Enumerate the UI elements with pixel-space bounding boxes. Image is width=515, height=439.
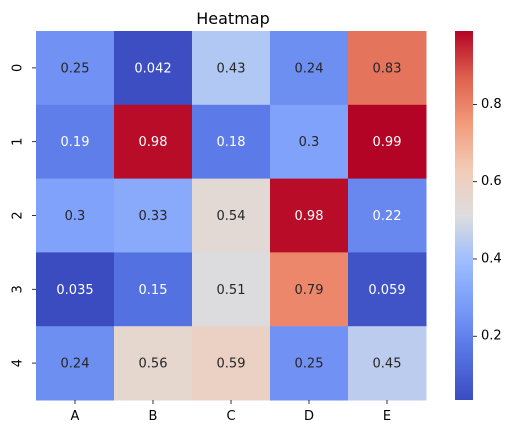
heatmap-cell-4-C xyxy=(192,326,271,401)
x-tick-label: C xyxy=(226,409,235,424)
cell-labels: 0.25 0.042 0.43 0.24 0.83 0.19 0.98 0.18 0.3 0.99… xyxy=(56,61,405,371)
cell-value-label: 0.79 xyxy=(295,283,324,298)
heatmap-cell-1-A xyxy=(36,104,115,180)
y-axis: 0 1 2 3 4 xyxy=(11,64,36,367)
heatmap-cell-4-E xyxy=(348,326,427,401)
cell-value-label: 0.25 xyxy=(61,61,90,76)
heatmap-cell-3-A xyxy=(36,252,115,327)
y-tick-label: 2 xyxy=(11,211,26,219)
cell-value-label: 0.56 xyxy=(139,357,168,372)
cell-value-label: 0.22 xyxy=(373,209,402,224)
x-tick-label: B xyxy=(149,409,158,424)
heatmap-cell-2-E xyxy=(348,178,427,253)
colorbar-gradient xyxy=(455,31,473,400)
heatmap-cell-4-B xyxy=(114,326,193,401)
y-tick-label: 0 xyxy=(11,64,26,72)
colorbar-tick-label: 0.8 xyxy=(481,97,502,112)
heatmap-cell-3-B xyxy=(114,252,193,327)
heatmap-cell-0-C xyxy=(192,31,271,106)
cell-value-label: 0.18 xyxy=(217,135,246,150)
heatmap-cell-2-C xyxy=(192,178,271,253)
cell-value-label: 0.042 xyxy=(134,61,171,76)
cell-value-label: 0.98 xyxy=(139,135,168,150)
cell-value-label: 0.19 xyxy=(61,135,90,150)
heatmap-cells xyxy=(36,31,427,401)
heatmap-cell-1-B xyxy=(114,104,193,180)
heatmap-cell-3-E xyxy=(348,252,427,327)
x-tick-label: A xyxy=(71,409,80,424)
heatmap-cell-1-D xyxy=(270,104,349,180)
heatmap-cell-0-D xyxy=(270,31,349,106)
colorbar-tick-label: 0.2 xyxy=(481,329,502,344)
cell-value-label: 0.24 xyxy=(61,357,90,372)
colorbar-ticks: 0.2 0.4 0.6 0.8 xyxy=(473,97,502,344)
heatmap-cell-2-B xyxy=(114,178,193,253)
cell-value-label: 0.83 xyxy=(373,61,402,76)
colorbar-tick-label: 0.6 xyxy=(481,174,502,189)
heatmap-cell-3-C xyxy=(192,252,271,327)
heatmap-cell-0-E xyxy=(348,31,427,106)
cell-value-label: 0.3 xyxy=(65,209,86,224)
cell-value-label: 0.98 xyxy=(295,209,324,224)
heatmap-cell-1-C xyxy=(192,104,271,180)
cell-value-label: 0.035 xyxy=(56,283,93,298)
heatmap-cell-3-D xyxy=(270,252,349,327)
cell-value-label: 0.33 xyxy=(139,209,168,224)
chart-title: Heatmap xyxy=(196,9,270,28)
heatmap-cell-2-A xyxy=(36,178,115,253)
cell-value-label: 0.25 xyxy=(295,357,324,372)
heatmap-cell-0-A xyxy=(36,31,115,106)
heatmap-cell-0-B xyxy=(114,31,193,106)
heatmap-cell-4-A xyxy=(36,326,115,401)
cell-value-label: 0.3 xyxy=(299,135,320,150)
cell-value-label: 0.43 xyxy=(217,61,246,76)
cell-value-label: 0.99 xyxy=(373,135,402,150)
y-tick-label: 3 xyxy=(11,285,26,293)
cell-value-label: 0.24 xyxy=(295,61,324,76)
x-tick-label: D xyxy=(304,409,314,424)
x-tick-label: E xyxy=(383,409,391,424)
heatmap-cell-4-D xyxy=(270,326,349,401)
cell-value-label: 0.059 xyxy=(368,283,405,298)
cell-value-label: 0.59 xyxy=(217,357,246,372)
heatmap-cell-1-E xyxy=(348,104,427,180)
cell-value-label: 0.51 xyxy=(217,283,246,298)
colorbar: 0.2 0.4 0.6 0.8 xyxy=(455,31,502,400)
cell-value-label: 0.15 xyxy=(139,283,168,298)
cell-value-label: 0.45 xyxy=(373,357,402,372)
heatmap-cell-2-D xyxy=(270,178,349,253)
colorbar-tick-label: 0.4 xyxy=(481,251,502,266)
y-tick-label: 1 xyxy=(11,138,26,146)
x-axis: A B C D E xyxy=(71,400,391,424)
y-tick-label: 4 xyxy=(11,359,26,367)
cell-value-label: 0.54 xyxy=(217,209,246,224)
